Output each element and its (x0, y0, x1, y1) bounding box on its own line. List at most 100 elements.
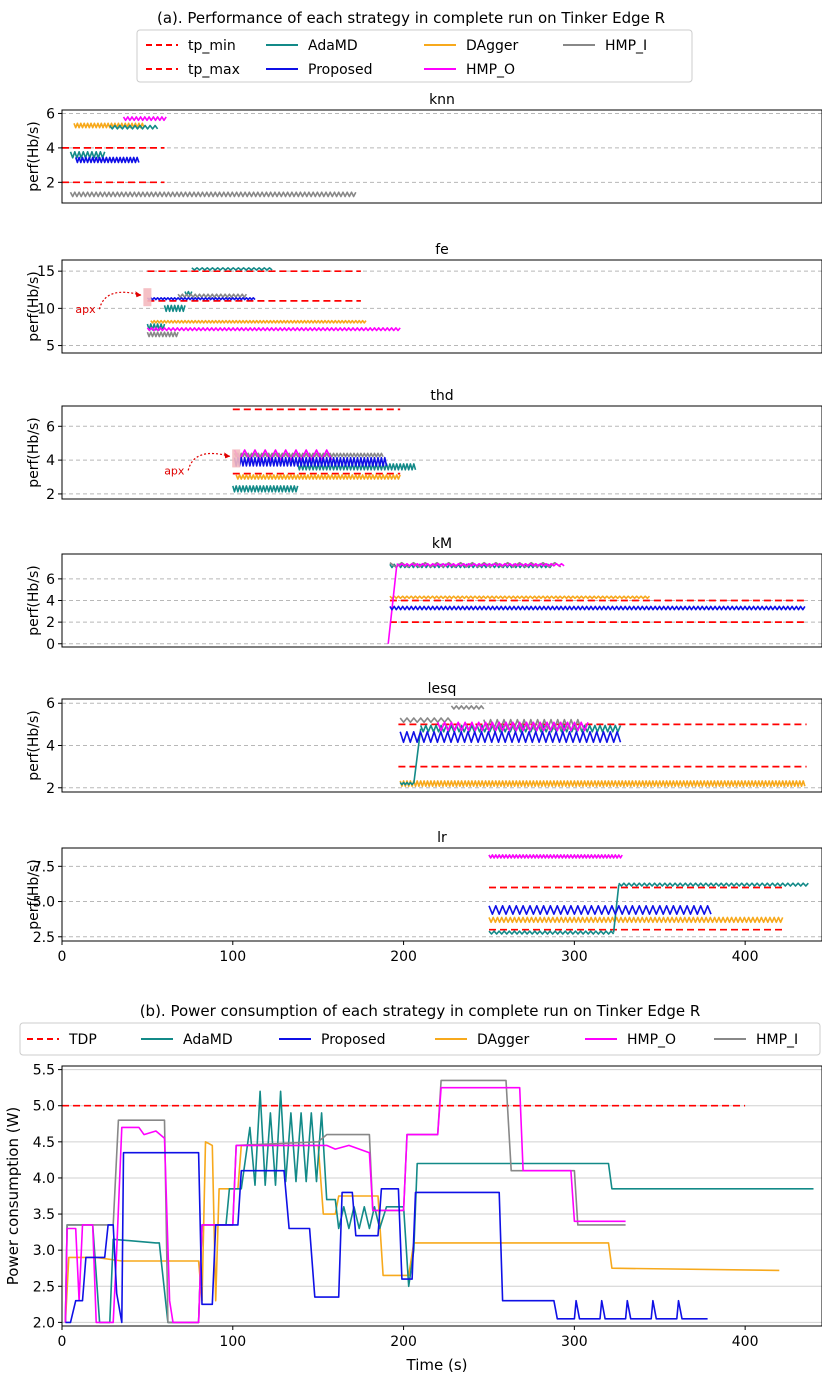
panel-series (232, 408, 417, 493)
series-dagger (399, 780, 806, 788)
panel-title-lesq: lesq (428, 681, 457, 697)
annotation-arrowhead (135, 291, 142, 298)
chart-a-legend: tp_min AdaMD DAgger HMP_I tp_max Proposed HMP_… (136, 29, 693, 83)
series-dagger (150, 319, 367, 324)
series-hmp_o (387, 565, 398, 644)
ytick-label: 5.0 (33, 1099, 55, 1115)
panel-title-thd: thd (430, 388, 453, 404)
ytick-label: 5.0 (33, 895, 55, 911)
series-hmp_o (146, 327, 401, 332)
ytick-label: 2.5 (33, 930, 55, 946)
xtick-label: 400 (732, 1334, 759, 1350)
panel-title-knn: knn (429, 92, 455, 108)
legend-b-frame (19, 1022, 821, 1056)
panel-background (62, 260, 822, 353)
ytick-label: 2 (46, 781, 55, 797)
chart-b-plot: 2.0 2.5 3.0 3.5 4.0 4.5 5.0 5.5 0 100 200 300 400 Tim… (4, 1063, 822, 1374)
ytick-label: 2 (46, 487, 55, 503)
ytick-label: 2 (46, 615, 55, 631)
legend-label-adamd: AdaMD (308, 38, 358, 54)
series-proposed (146, 296, 256, 301)
ytick-label: 3.5 (33, 1207, 55, 1223)
series-adamd (191, 266, 273, 271)
xtick-label: 400 (732, 949, 759, 965)
ytick-label: 2.5 (33, 1279, 55, 1295)
xtick-label: 0 (58, 1334, 67, 1350)
annotation-arrowhead (224, 452, 231, 459)
panel-fe: fe perf(Hb/s)5 10 15 apx (26, 242, 822, 355)
series-hmp_i (177, 293, 248, 299)
xtick-label: 200 (390, 1334, 417, 1350)
legend-label-hmp_o: HMP_O (627, 1032, 676, 1048)
chart-b-legend: TDP AdaMD Proposed DAgger HMP_O HMP_I (19, 1022, 821, 1056)
panel-thd: thd perf(Hb/s)2 4 6 apx (26, 388, 822, 503)
series-adamd (296, 463, 417, 471)
legend-label-dagger: DAgger (466, 38, 518, 54)
legend-label-tp_max: tp_max (188, 62, 240, 78)
ytick-label: 5 (46, 339, 55, 355)
xtick-label: 100 (219, 949, 246, 965)
panel-series (146, 266, 401, 338)
ytick-label: 6 (46, 419, 55, 435)
panel-background (62, 848, 822, 941)
series-adamd (109, 124, 159, 130)
panel-frame (61, 553, 822, 648)
panel-title-km: kM (432, 536, 452, 552)
legend-label-proposed: Proposed (321, 1032, 385, 1048)
y-axis-label: Power consumption (W) (4, 1107, 22, 1286)
series-adamd (232, 485, 299, 493)
xtick-label: 100 (219, 1334, 246, 1350)
ytick-label: 4 (46, 594, 55, 610)
x-axis-label: Time (s) (406, 1356, 468, 1374)
ytick-label: 2 (46, 175, 55, 191)
legend-label-adamd: AdaMD (183, 1032, 233, 1048)
ytick-label: 4 (46, 453, 55, 469)
chart-a-title: (a). Performance of each strategy in com… (157, 9, 665, 27)
series-hmp_i (450, 705, 485, 710)
panel-title-fe: fe (435, 242, 449, 258)
chart-b-title: (b). Power consumption of each strategy … (140, 1002, 701, 1020)
series-hmp_i (64, 1079, 626, 1324)
xtick-label: 300 (561, 1334, 588, 1350)
series-hmp_i (69, 191, 357, 198)
series-proposed (389, 605, 806, 611)
series-dagger (73, 122, 145, 129)
apx-highlight (232, 449, 241, 468)
series-adamd (163, 304, 186, 313)
ytick-label: 6 (46, 696, 55, 712)
series-dagger (389, 595, 651, 600)
series-adamd (612, 884, 620, 933)
ytick-label: 4 (46, 141, 55, 157)
series-proposed (488, 904, 712, 916)
ytick-label: 4.5 (33, 1135, 55, 1151)
panel-frame (61, 847, 822, 942)
ytick-label: 0 (46, 637, 55, 653)
series-adamd (488, 930, 615, 935)
panel-ylabel: perf(Hb/s) (26, 565, 42, 636)
panel-background (62, 406, 822, 499)
ytick-label: 7.5 (33, 859, 55, 875)
legend-label-hmp_o: HMP_O (466, 62, 515, 78)
panel-ylabel: perf(Hb/s) (26, 417, 42, 488)
panels-x-axis: 0 100 200 300 400 (58, 941, 759, 965)
legend-label-hmp_i: HMP_I (605, 38, 647, 54)
ytick-label: 6 (46, 572, 55, 588)
ytick-label: 5.5 (33, 1063, 55, 1079)
plot-b-series (62, 1079, 814, 1324)
panel-lr: lr perf(Hb/s)2.5 5.0 7.5 (26, 830, 822, 946)
panel-frame (61, 259, 822, 354)
panel-frame (61, 405, 822, 500)
series-adamd (413, 728, 422, 784)
panel-knn: knn perf(Hb/s) 2 4 6 (26, 92, 822, 204)
legend-label-proposed: Proposed (308, 62, 372, 78)
series-hmp_o (64, 1086, 626, 1324)
legend-label-dagger: DAgger (477, 1032, 529, 1048)
panel-ylabel: perf(Hb/s) (26, 121, 42, 192)
series-proposed (233, 456, 388, 467)
xtick-label: 200 (390, 949, 417, 965)
panel-series (488, 854, 809, 935)
series-hmp_o (436, 721, 589, 732)
series-dagger (235, 474, 401, 480)
